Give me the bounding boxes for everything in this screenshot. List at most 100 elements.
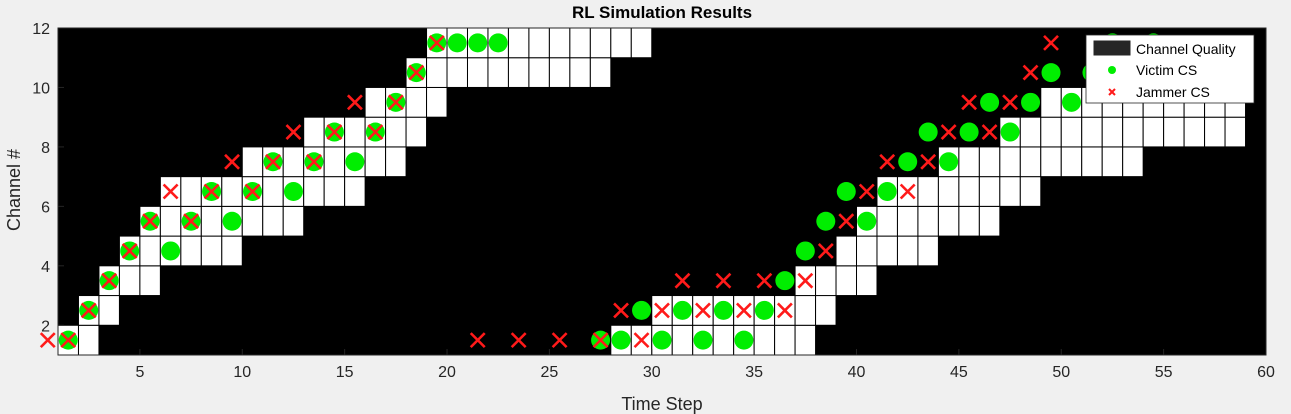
jammer-point bbox=[224, 153, 240, 170]
jammer-point bbox=[756, 272, 773, 289]
quality-cell bbox=[1224, 116, 1247, 148]
victim-point bbox=[918, 122, 938, 142]
x-tick-label: 35 bbox=[745, 364, 763, 381]
x-tick-label: 60 bbox=[1257, 364, 1275, 381]
quality-cell bbox=[528, 57, 550, 88]
victim-point bbox=[1041, 63, 1061, 83]
quality-cell bbox=[835, 235, 858, 267]
y-tick-label: 6 bbox=[41, 199, 50, 216]
x-tick-label: 55 bbox=[1155, 364, 1173, 381]
quality-cell bbox=[323, 146, 346, 178]
x-axis-label: Time Step bbox=[621, 394, 702, 414]
jammer-point bbox=[346, 94, 363, 111]
quality-cell bbox=[815, 265, 837, 297]
victim-point bbox=[836, 182, 856, 201]
quality-cell bbox=[262, 205, 284, 237]
quality-cell bbox=[1142, 116, 1165, 148]
quality-cell bbox=[589, 57, 612, 88]
quality-cell bbox=[937, 176, 960, 207]
quality-cell bbox=[671, 324, 694, 356]
quality-cell bbox=[385, 116, 407, 148]
jammer-point bbox=[265, 153, 281, 170]
y-axis-label: Channel # bbox=[4, 149, 24, 231]
quality-cell bbox=[262, 176, 284, 207]
quality-cell bbox=[1060, 116, 1083, 148]
quality-cell bbox=[180, 235, 202, 267]
jammer-point bbox=[469, 332, 486, 349]
legend-swatch-jammer bbox=[1108, 88, 1116, 96]
quality-cell bbox=[958, 146, 980, 178]
y-axis-ticks: 2 4 6 8 10 12 bbox=[32, 21, 64, 335]
quality-cell bbox=[1060, 146, 1083, 178]
legend-label-jammer: Jammer CS bbox=[1136, 84, 1210, 100]
jammer-point bbox=[981, 124, 998, 140]
jammer-point bbox=[1002, 94, 1018, 111]
legend-label-channel-quality: Channel Quality bbox=[1136, 41, 1236, 57]
quality-cell bbox=[978, 146, 1001, 178]
jammer-point bbox=[858, 183, 875, 200]
jammer-point bbox=[101, 272, 118, 289]
quality-cell bbox=[364, 86, 387, 118]
y-tick-label: 12 bbox=[32, 21, 50, 38]
quality-cell bbox=[548, 27, 571, 59]
quality-cell bbox=[385, 146, 407, 178]
quality-cell bbox=[344, 116, 366, 148]
jammer-point bbox=[817, 243, 834, 259]
jammer-point bbox=[367, 124, 384, 140]
x-tick-label: 45 bbox=[950, 364, 968, 381]
quality-cell bbox=[876, 235, 898, 267]
quality-cell bbox=[405, 116, 428, 148]
quality-cell bbox=[978, 176, 1001, 207]
quality-cell bbox=[323, 176, 346, 207]
quality-cell bbox=[917, 205, 939, 237]
quality-cell bbox=[303, 176, 325, 207]
x-tick-label: 50 bbox=[1052, 364, 1070, 381]
quality-cell bbox=[815, 295, 837, 326]
quality-cell bbox=[200, 205, 223, 237]
quality-cell bbox=[200, 235, 223, 267]
jammer-point bbox=[408, 64, 425, 81]
jammer-point bbox=[285, 124, 302, 140]
victim-point bbox=[857, 211, 877, 231]
quality-cell bbox=[426, 57, 448, 88]
quality-cell bbox=[180, 176, 202, 207]
quality-cell bbox=[1019, 176, 1042, 207]
quality-cell bbox=[569, 57, 591, 88]
victim-point bbox=[1061, 92, 1081, 112]
quality-cell bbox=[794, 295, 817, 326]
x-tick-label: 25 bbox=[540, 364, 558, 381]
jammer-point bbox=[306, 153, 322, 170]
x-tick-label: 10 bbox=[233, 364, 251, 381]
x-tick-label: 15 bbox=[336, 364, 354, 381]
quality-cell bbox=[999, 146, 1021, 178]
victim-point bbox=[775, 271, 795, 291]
quality-cell bbox=[937, 205, 960, 237]
quality-cell bbox=[896, 205, 919, 237]
y-tick-label: 8 bbox=[41, 140, 50, 157]
jammer-point bbox=[940, 124, 957, 140]
victim-point bbox=[283, 182, 303, 201]
jammer-point bbox=[879, 153, 896, 170]
quality-cell bbox=[1081, 146, 1103, 178]
quality-cell bbox=[569, 27, 591, 59]
victim-point bbox=[1021, 92, 1041, 112]
quality-cell bbox=[221, 176, 243, 207]
x-axis-ticks: 5 10 15 20 25 30 35 40 45 50 55 60 bbox=[135, 349, 1275, 381]
y-tick-label: 10 bbox=[32, 80, 50, 97]
quality-cell bbox=[98, 295, 120, 326]
quality-cell bbox=[528, 27, 550, 59]
quality-cell bbox=[917, 235, 939, 267]
quality-cell bbox=[241, 146, 264, 178]
quality-cell bbox=[1019, 116, 1042, 148]
quality-cell bbox=[774, 324, 796, 356]
quality-cell bbox=[1101, 116, 1124, 148]
quality-cell bbox=[978, 205, 1001, 237]
legend-swatch-victim bbox=[1108, 66, 1116, 74]
quality-cell bbox=[896, 235, 919, 267]
jammer-point bbox=[633, 332, 650, 349]
victim-point bbox=[632, 300, 652, 320]
quality-cell bbox=[405, 86, 428, 118]
quality-cell bbox=[1019, 146, 1042, 178]
victim-point bbox=[734, 330, 754, 350]
jammer-point bbox=[654, 302, 670, 319]
